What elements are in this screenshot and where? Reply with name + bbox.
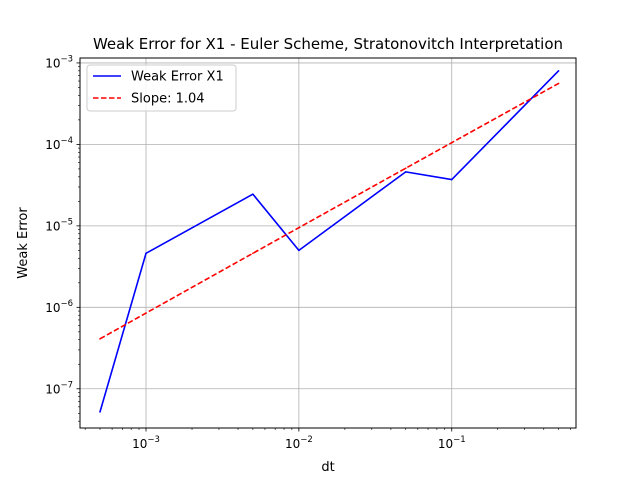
- y-tick-exponent: −7: [60, 380, 73, 390]
- data-point-weak-error: [145, 252, 147, 255]
- x-tick-exponent: −2: [300, 435, 313, 445]
- x-tick-label: 10−2: [285, 435, 313, 451]
- y-tick-label: 10−6: [45, 299, 73, 315]
- data-point-slope-fit: [450, 141, 453, 144]
- x-tick-base: 10: [132, 437, 147, 451]
- data-point-slope-fit: [99, 338, 101, 340]
- y-tick-exponent: −5: [60, 217, 73, 227]
- y-tick-base: 10: [45, 56, 60, 70]
- legend-label-weak-error: Weak Error X1: [131, 70, 224, 85]
- data-point-weak-error: [557, 70, 560, 72]
- data-point-slope-fit: [145, 312, 147, 314]
- grid: [80, 58, 576, 428]
- legend: Weak Error X1 Slope: 1.04: [86, 64, 237, 112]
- legend-box: [86, 64, 237, 112]
- data-point-weak-error: [99, 411, 101, 413]
- x-tick-label: 10−1: [438, 435, 466, 451]
- y-tick-label: 10−7: [45, 380, 73, 396]
- data-point-slope-fit: [557, 82, 560, 85]
- y-axis-label: Weak Error: [16, 207, 31, 279]
- y-tick-label: 10−5: [45, 217, 73, 233]
- y-tick-exponent: −4: [60, 136, 73, 146]
- x-tick-exponent: −1: [453, 435, 466, 445]
- y-tick-base: 10: [45, 138, 60, 152]
- y-tick-label: 10−3: [45, 54, 73, 70]
- x-tick-label: 10−3: [132, 435, 160, 451]
- plot-series: [99, 70, 560, 413]
- x-tick-exponent: −3: [147, 435, 160, 445]
- data-point-weak-error: [252, 193, 254, 195]
- legend-label-slope: Slope: 1.04: [131, 92, 205, 107]
- chart-title: Weak Error for X1 - Euler Scheme, Strato…: [93, 35, 563, 53]
- y-tick-label: 10−4: [45, 136, 73, 152]
- data-point-weak-error: [298, 249, 300, 252]
- data-point-weak-error: [404, 171, 407, 173]
- y-tick-exponent: −6: [60, 299, 73, 309]
- x-tick-base: 10: [285, 437, 300, 451]
- data-point-slope-fit: [252, 252, 254, 255]
- x-tick-base: 10: [438, 437, 453, 451]
- y-tick-base: 10: [45, 382, 60, 396]
- y-tick-exponent: −3: [60, 54, 73, 64]
- data-point-weak-error: [450, 178, 453, 181]
- x-axis-label: dt: [321, 460, 334, 475]
- y-tick-base: 10: [45, 219, 60, 233]
- plot-frame: [79, 57, 577, 429]
- axis-ticks: 10−3 10−2 10−110−710−610−510−410−3: [45, 54, 571, 451]
- data-point-slope-fit: [298, 226, 300, 229]
- y-tick-base: 10: [45, 301, 60, 315]
- data-point-slope-fit: [404, 167, 407, 170]
